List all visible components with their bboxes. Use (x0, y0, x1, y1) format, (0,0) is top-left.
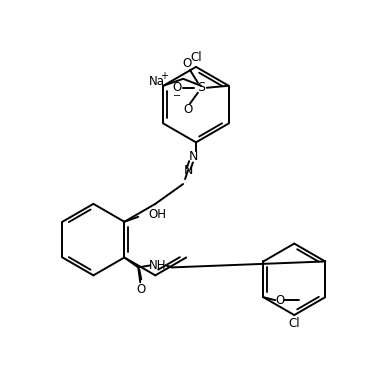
Text: N: N (188, 150, 198, 163)
Text: NH: NH (149, 259, 167, 272)
Text: N: N (183, 164, 193, 177)
Text: O: O (276, 294, 285, 307)
Text: OH: OH (148, 208, 166, 221)
Text: Na: Na (149, 75, 165, 88)
Text: +: + (160, 71, 168, 81)
Text: O: O (182, 58, 192, 70)
Text: Cl: Cl (289, 317, 300, 331)
Text: O: O (172, 81, 182, 94)
Text: O: O (183, 103, 193, 116)
Text: −: − (173, 91, 181, 101)
Text: O: O (136, 283, 146, 296)
Text: S: S (197, 81, 205, 94)
Text: Cl: Cl (190, 52, 202, 64)
